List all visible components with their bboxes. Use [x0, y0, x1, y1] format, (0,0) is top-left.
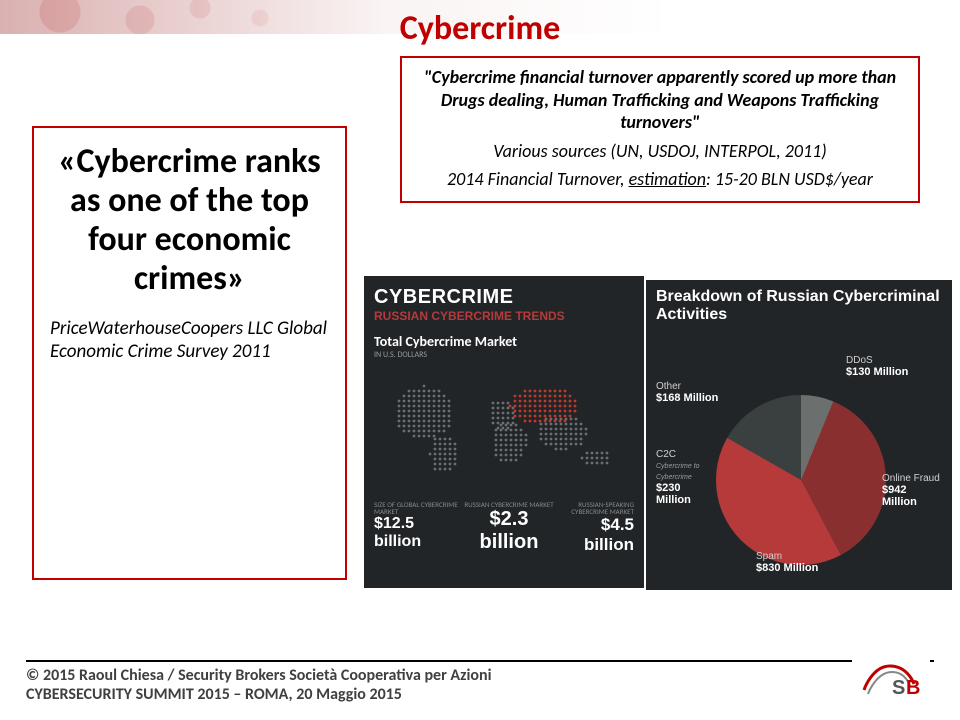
- label-fraud: Online Fraud $942 Million: [882, 473, 942, 508]
- world-map-dots: [374, 370, 634, 490]
- trends-bottom-row: SIZE OF GLOBAL CYBERCRIME MARKET $12.5 b…: [374, 501, 634, 555]
- pie-chart: [716, 395, 886, 565]
- label-c2c-name: C2C: [656, 449, 676, 460]
- label-spam-amt: $830 Million: [756, 562, 818, 574]
- label-ddos-amt: $130 Million: [846, 366, 908, 378]
- trends-c3-value: $4.5 billion: [554, 515, 634, 555]
- label-c2c-amt: $230 Million: [656, 482, 691, 506]
- label-spam: Spam $830 Million: [756, 551, 818, 574]
- left-quote-box: «Cybercrime ranks as one of the top four…: [32, 126, 347, 580]
- right-quote-line3: 2014 Financial Turnover, estimation: 15-…: [412, 168, 908, 191]
- breakdown-title: Breakdown of Russian Cybercriminal Activ…: [656, 288, 942, 323]
- left-quote-source: PriceWaterhouseCoopers LLC Global Econom…: [44, 318, 335, 364]
- logo-b: B: [906, 677, 920, 699]
- cybercrime-trends-panel: CYBERCRIME RUSSIAN CYBERCRIME TRENDS Tot…: [364, 276, 644, 588]
- label-fraud-name: Online Fraud: [882, 473, 940, 484]
- trends-c1-value: $12.5 billion: [374, 515, 464, 551]
- label-ddos: DDoS $130 Million: [846, 355, 908, 378]
- trends-c3-label: RUSSIAN-SPEAKING CYBERCRIME MARKET: [554, 501, 634, 515]
- label-c2c: C2C Cybercrime to Cybercrime $230 Millio…: [656, 449, 714, 506]
- trends-c2-value: $2.3 billion: [464, 508, 554, 554]
- right-line3-underlined: estimation: [629, 168, 706, 190]
- label-other: Other $168 Million: [656, 381, 718, 404]
- page-title: Cybercrime: [400, 8, 561, 49]
- trends-tcm-label: Total Cybercrime Market: [374, 333, 634, 350]
- trends-tcm-unit: IN U.S. DOLLARS: [374, 350, 634, 360]
- left-quote-text: «Cybercrime ranks as one of the top four…: [44, 142, 335, 298]
- label-other-amt: $168 Million: [656, 392, 718, 404]
- right-quote-line1: "Cybercrime financial turnover apparentl…: [412, 66, 908, 134]
- footer: © 2015 Raoul Chiesa / Security Brokers S…: [26, 660, 934, 704]
- trends-subhead: RUSSIAN CYBERCRIME TRENDS: [374, 309, 634, 323]
- pie-wrap: DDoS $130 Million Other $168 Million C2C…: [656, 323, 942, 573]
- label-other-name: Other: [656, 381, 681, 392]
- right-quote-box: "Cybercrime financial turnover apparentl…: [400, 56, 920, 203]
- label-ddos-name: DDoS: [846, 355, 873, 366]
- sb-logo: S B: [852, 660, 930, 704]
- label-fraud-amt: $942 Million: [882, 484, 917, 508]
- label-c2c-sub: Cybercrime to Cybercrime: [656, 463, 700, 481]
- footer-event: CYBERSECURITY SUMMIT 2015 – ROMA, 20 Mag…: [26, 685, 934, 704]
- trends-headline: CYBERCRIME: [374, 286, 634, 309]
- breakdown-panel: Breakdown of Russian Cybercriminal Activ…: [646, 280, 952, 590]
- logo-s: S: [892, 677, 905, 699]
- footer-copyright: © 2015 Raoul Chiesa / Security Brokers S…: [26, 666, 934, 685]
- trends-c1-label: SIZE OF GLOBAL CYBERCRIME MARKET: [374, 501, 464, 515]
- label-spam-name: Spam: [756, 551, 782, 562]
- trends-c2-label: RUSSIAN CYBERCRIME MARKET: [464, 501, 554, 508]
- right-line3-prefix: 2014 Financial Turnover,: [447, 168, 629, 190]
- right-quote-line2: Various sources (UN, USDOJ, INTERPOL, 20…: [412, 140, 908, 163]
- right-line3-suffix: : 15-20 BLN USD$/year: [706, 168, 873, 190]
